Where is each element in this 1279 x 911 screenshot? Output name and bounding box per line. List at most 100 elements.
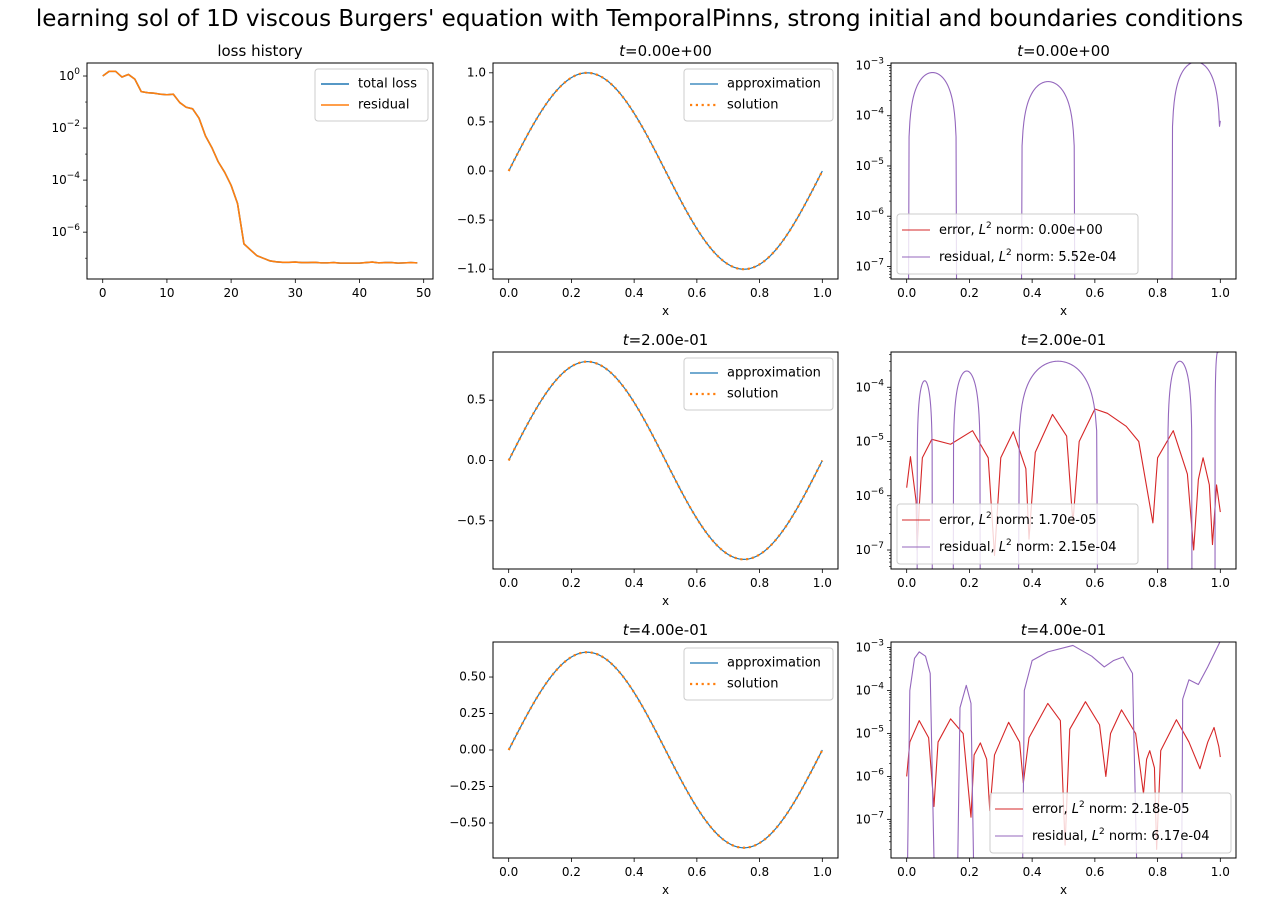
x-tick-label: 40 xyxy=(352,286,367,300)
legend-label: solution xyxy=(727,677,778,692)
tick-label: 10−6 xyxy=(855,767,884,783)
legend: error, L2 norm: 2.18e-05 residual, L2 nor… xyxy=(989,792,1232,854)
axes-title: loss history xyxy=(217,42,302,60)
x-tick-label: 0.6 xyxy=(1085,576,1104,590)
legend-label: error, L2 norm: 2.18e-05 xyxy=(1032,800,1190,817)
error-t0-axes: t=0.00e+00 0.0 0.2 0.4 0.6 0.8 1.0 x 10−3 10−4 10−… xyxy=(855,42,1237,318)
x-tick-label: 0.4 xyxy=(625,576,644,590)
legend-label: error, L2 norm: 0.00e+00 xyxy=(939,221,1103,238)
tick-label: 10−5 xyxy=(855,432,884,448)
legend-label: residual, L2 norm: 6.17e-04 xyxy=(1032,827,1210,844)
tick-label: 10−6 xyxy=(855,207,884,223)
y-tick-label: 0.50 xyxy=(459,670,486,684)
x-tick-label: 0.0 xyxy=(897,865,916,879)
tick-label: 100 xyxy=(59,67,80,83)
legend: approximation solution xyxy=(683,357,834,411)
x-axis-label: x xyxy=(1060,883,1067,897)
x-tick-label: 50 xyxy=(416,286,431,300)
series-line xyxy=(907,651,935,858)
y-tick-label: −1.0 xyxy=(457,262,486,276)
x-tick-label: 0.6 xyxy=(687,865,706,879)
series-line xyxy=(1171,63,1221,279)
legend-label: residual xyxy=(358,98,410,113)
x-tick-label: 0.2 xyxy=(960,865,979,879)
axes-title: t=2.00e-01 xyxy=(1021,331,1107,349)
tick-label: 10−6 xyxy=(855,486,884,502)
x-tick-label: 30 xyxy=(288,286,303,300)
x-tick-label: 0.6 xyxy=(687,286,706,300)
axes-frame xyxy=(492,641,839,859)
legend-label: approximation xyxy=(727,77,821,92)
axes-frame xyxy=(890,62,1237,280)
axes-frame xyxy=(890,351,1237,570)
tick-label: 10−4 xyxy=(855,378,884,394)
series-line xyxy=(507,360,824,561)
legend: approximation solution xyxy=(683,647,834,701)
x-tick-label: 0.2 xyxy=(562,865,581,879)
series-line xyxy=(1181,642,1221,858)
legend: total loss residual xyxy=(314,68,429,122)
tick-label: 10−3 xyxy=(855,56,884,72)
axes-frame xyxy=(492,62,839,280)
y-tick-label: −0.5 xyxy=(457,213,486,227)
legend: approximation solution xyxy=(683,68,834,122)
x-axis-label: x xyxy=(662,883,669,897)
legend: error, L2 norm: 0.00e+00 residual, L2 nor… xyxy=(896,213,1139,275)
tick-label: 10−5 xyxy=(855,156,884,172)
legend-label: residual, L2 norm: 5.52e-04 xyxy=(939,248,1117,265)
x-tick-label: 0.6 xyxy=(1085,865,1104,879)
figure-suptitle: learning sol of 1D viscous Burgers' equa… xyxy=(35,6,1244,32)
x-tick-label: 0.2 xyxy=(960,576,979,590)
y-tick-label: −0.25 xyxy=(449,779,486,793)
axes-title: t=4.00e-01 xyxy=(623,621,709,639)
y-tick-label: 0.0 xyxy=(467,453,486,467)
loss-history-axes: loss history 0 10 20 30 40 50 100 10−2 10−4 10−6 to… xyxy=(51,42,434,300)
x-tick-label: 0.0 xyxy=(499,865,518,879)
x-tick-label: 0.2 xyxy=(562,286,581,300)
y-tick-label: 0.5 xyxy=(467,114,486,128)
plot-area xyxy=(102,70,418,264)
axes-frame xyxy=(492,351,839,570)
y-tick-label: 1.0 xyxy=(467,65,486,79)
y-tick-label: 0.25 xyxy=(459,706,486,720)
axes-title: t=2.00e-01 xyxy=(623,331,709,349)
y-tick-label: 0.00 xyxy=(459,743,486,757)
x-tick-label: 0.8 xyxy=(750,286,769,300)
x-tick-label: 0.6 xyxy=(687,576,706,590)
x-axis-label: x xyxy=(662,594,669,608)
x-tick-label: 1.0 xyxy=(1211,286,1230,300)
series-line xyxy=(102,70,418,264)
x-axis-label: x xyxy=(662,304,669,318)
solution-t2-axes: t=4.00e-01 0.0 0.2 0.4 0.6 0.8 1.0 x 0.50 0.25 0.0… xyxy=(449,621,839,897)
axes-frame xyxy=(86,62,434,280)
tick-label: 10−4 xyxy=(855,681,884,697)
y-tick-label: −0.5 xyxy=(457,513,486,527)
x-tick-label: 0.4 xyxy=(625,865,644,879)
tick-label: 10−3 xyxy=(855,638,884,654)
x-tick-label: 1.0 xyxy=(813,576,832,590)
x-tick-label: 0.8 xyxy=(750,865,769,879)
x-tick-label: 10 xyxy=(159,286,174,300)
x-tick-label: 0.0 xyxy=(499,286,518,300)
tick-label: 10−7 xyxy=(855,257,884,273)
x-tick-label: 0.0 xyxy=(499,576,518,590)
error-t1-axes: t=2.00e-01 0.0 0.2 0.4 0.6 0.8 1.0 x 10−4 10−5 10−… xyxy=(855,331,1237,608)
series-line xyxy=(1020,81,1076,279)
series-line xyxy=(1214,352,1219,569)
plot-area xyxy=(906,352,1221,569)
legend: error, L2 norm: 1.70e-05 residual, L2 nor… xyxy=(896,503,1139,565)
series-line xyxy=(957,684,975,858)
plot-area xyxy=(507,71,824,271)
x-tick-label: 0.8 xyxy=(750,576,769,590)
legend-label: error, L2 norm: 1.70e-05 xyxy=(939,511,1097,528)
series-line xyxy=(952,370,981,569)
plot-area xyxy=(908,63,1221,279)
plot-area xyxy=(507,360,824,561)
solution-t1-axes: t=2.00e-01 0.0 0.2 0.4 0.6 0.8 1.0 x 0.5 0.0 −0.5 a… xyxy=(457,331,839,608)
series-line xyxy=(1167,360,1193,569)
axes-frame xyxy=(890,641,1237,859)
x-tick-label: 20 xyxy=(223,286,238,300)
x-tick-label: 1.0 xyxy=(813,286,832,300)
tick-label: 10−7 xyxy=(855,541,884,557)
solution-t0-axes: t=0.00e+00 0.0 0.2 0.4 0.6 0.8 1.0 x 1.0 0.5 0.0 −0… xyxy=(457,42,839,318)
